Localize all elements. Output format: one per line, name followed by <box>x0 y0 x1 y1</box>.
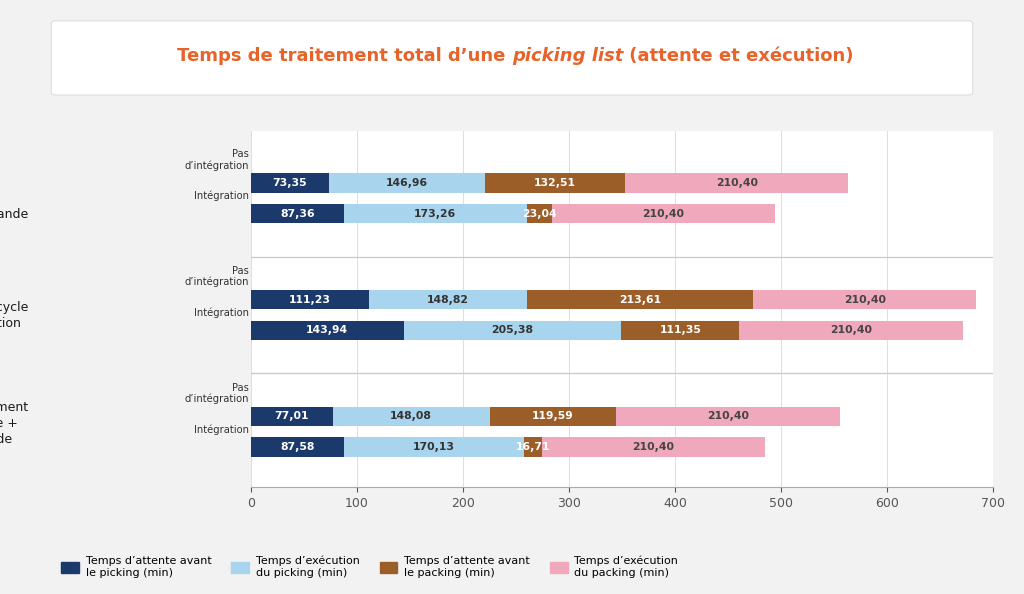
Bar <box>344 437 524 457</box>
Text: picking list: picking list <box>512 47 624 65</box>
Text: 210,40: 210,40 <box>830 326 872 336</box>
Legend: Temps d’attente avant
le picking (min), Temps d’exécution
du picking (min), Temp: Temps d’attente avant le picking (min), … <box>56 551 683 583</box>
Text: Temps de traitement total d’une: Temps de traitement total d’une <box>177 47 512 65</box>
Text: Temps de
traitement
de la commande: Temps de traitement de la commande <box>0 176 28 221</box>
Bar <box>527 204 552 223</box>
Text: 87,58: 87,58 <box>281 442 314 452</box>
Bar <box>542 437 765 457</box>
Bar <box>343 204 527 223</box>
Text: 73,35: 73,35 <box>272 178 307 188</box>
Bar <box>251 290 369 309</box>
Bar <box>489 406 616 426</box>
Text: 143,94: 143,94 <box>306 326 348 336</box>
Bar <box>552 204 775 223</box>
Text: 16,71: 16,71 <box>516 442 550 452</box>
Text: Durée du cycle
de production: Durée du cycle de production <box>0 301 28 330</box>
Text: Pas
d’intégration: Pas d’intégration <box>184 266 249 287</box>
Text: 210,40: 210,40 <box>642 208 684 219</box>
Text: 210,40: 210,40 <box>707 412 749 421</box>
Text: Intégration: Intégration <box>194 191 249 201</box>
Bar <box>251 204 343 223</box>
Bar <box>333 406 489 426</box>
Bar <box>616 406 840 426</box>
Text: Pas
d’intégration: Pas d’intégration <box>184 149 249 170</box>
Bar <box>622 321 739 340</box>
Text: 173,26: 173,26 <box>415 208 457 219</box>
Bar <box>329 173 484 192</box>
Bar <box>739 321 963 340</box>
Text: 87,36: 87,36 <box>280 208 314 219</box>
Bar <box>369 290 526 309</box>
Bar <box>251 406 333 426</box>
Bar <box>484 173 625 192</box>
Text: 170,13: 170,13 <box>413 442 455 452</box>
Text: 119,59: 119,59 <box>532 412 573 421</box>
Text: 148,82: 148,82 <box>427 295 469 305</box>
Text: 111,35: 111,35 <box>659 326 701 336</box>
Text: Pas
d’intégration: Pas d’intégration <box>184 383 249 404</box>
Text: Temps de traitement
de la commande +
Durée du cycle de
production: Temps de traitement de la commande + Dur… <box>0 402 28 462</box>
Text: (attente et exécution): (attente et exécution) <box>624 47 854 65</box>
Text: 210,40: 210,40 <box>633 442 675 452</box>
Text: 148,08: 148,08 <box>390 412 432 421</box>
Text: 132,51: 132,51 <box>534 178 575 188</box>
Bar <box>403 321 622 340</box>
Text: 146,96: 146,96 <box>386 178 428 188</box>
Text: 77,01: 77,01 <box>274 412 309 421</box>
Text: Intégration: Intégration <box>194 308 249 318</box>
Text: 205,38: 205,38 <box>492 326 534 336</box>
Bar <box>251 321 403 340</box>
Text: Intégration: Intégration <box>194 424 249 435</box>
Text: 210,40: 210,40 <box>716 178 758 188</box>
Text: 23,04: 23,04 <box>522 208 557 219</box>
Bar <box>526 290 754 309</box>
Text: 213,61: 213,61 <box>618 295 662 305</box>
Text: 210,40: 210,40 <box>844 295 886 305</box>
Bar <box>251 173 329 192</box>
Bar <box>251 437 344 457</box>
Bar <box>754 290 976 309</box>
Bar <box>524 437 542 457</box>
Text: 111,23: 111,23 <box>289 295 331 305</box>
Bar <box>625 173 848 192</box>
